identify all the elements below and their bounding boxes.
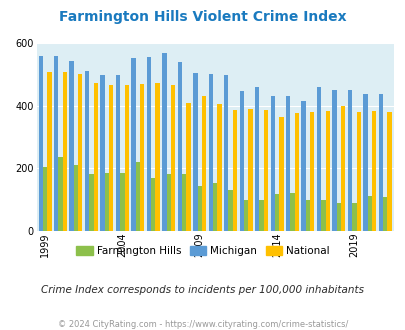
Bar xyxy=(38,56,43,231)
Bar xyxy=(367,196,371,231)
Bar xyxy=(155,83,160,231)
Bar xyxy=(62,72,67,231)
Bar xyxy=(197,185,201,231)
Bar xyxy=(325,111,329,231)
Bar xyxy=(186,103,190,231)
Bar xyxy=(171,85,175,231)
Bar xyxy=(120,173,124,231)
Bar xyxy=(85,71,89,231)
Bar xyxy=(228,190,232,231)
Legend: Farmington Hills, Michigan, National: Farmington Hills, Michigan, National xyxy=(72,242,333,260)
Bar xyxy=(54,56,58,231)
Bar xyxy=(74,165,78,231)
Bar xyxy=(147,57,151,231)
Bar xyxy=(166,174,171,231)
Bar xyxy=(274,194,279,231)
Bar xyxy=(104,173,109,231)
Bar xyxy=(378,94,382,231)
Bar xyxy=(356,112,360,231)
Bar xyxy=(340,106,345,231)
Bar xyxy=(47,72,51,231)
Bar xyxy=(201,96,206,231)
Bar xyxy=(140,84,144,231)
Text: © 2024 CityRating.com - https://www.cityrating.com/crime-statistics/: © 2024 CityRating.com - https://www.city… xyxy=(58,320,347,329)
Bar xyxy=(43,167,47,231)
Bar xyxy=(162,53,166,231)
Bar xyxy=(362,94,367,231)
Bar xyxy=(285,96,290,231)
Bar xyxy=(181,174,186,231)
Bar xyxy=(232,110,237,231)
Bar xyxy=(347,90,352,231)
Bar xyxy=(224,75,228,231)
Bar xyxy=(386,112,391,231)
Bar xyxy=(320,200,325,231)
Bar xyxy=(78,74,82,231)
Bar xyxy=(115,75,120,231)
Bar xyxy=(352,203,356,231)
Bar xyxy=(305,200,309,231)
Bar xyxy=(69,61,74,231)
Bar xyxy=(294,114,298,231)
Bar xyxy=(332,90,336,231)
Bar xyxy=(309,112,314,231)
Bar xyxy=(382,197,386,231)
Bar xyxy=(177,62,181,231)
Bar xyxy=(290,193,294,231)
Bar xyxy=(58,157,62,231)
Bar xyxy=(259,200,263,231)
Bar xyxy=(89,174,94,231)
Text: Crime Index corresponds to incidents per 100,000 inhabitants: Crime Index corresponds to incidents per… xyxy=(41,285,364,295)
Bar xyxy=(109,85,113,231)
Bar xyxy=(279,116,283,231)
Bar xyxy=(208,74,213,231)
Bar xyxy=(100,75,104,231)
Bar xyxy=(131,58,135,231)
Bar xyxy=(217,104,221,231)
Bar xyxy=(213,183,217,231)
Bar xyxy=(301,101,305,231)
Bar xyxy=(316,87,320,231)
Bar xyxy=(270,96,274,231)
Bar xyxy=(124,85,128,231)
Bar xyxy=(135,162,140,231)
Bar xyxy=(239,91,243,231)
Bar xyxy=(371,111,375,231)
Bar xyxy=(94,83,98,231)
Bar xyxy=(263,110,267,231)
Bar xyxy=(193,73,197,231)
Bar xyxy=(151,178,155,231)
Bar xyxy=(243,200,248,231)
Bar xyxy=(254,87,259,231)
Bar xyxy=(336,203,340,231)
Text: Farmington Hills Violent Crime Index: Farmington Hills Violent Crime Index xyxy=(59,10,346,24)
Bar xyxy=(248,109,252,231)
